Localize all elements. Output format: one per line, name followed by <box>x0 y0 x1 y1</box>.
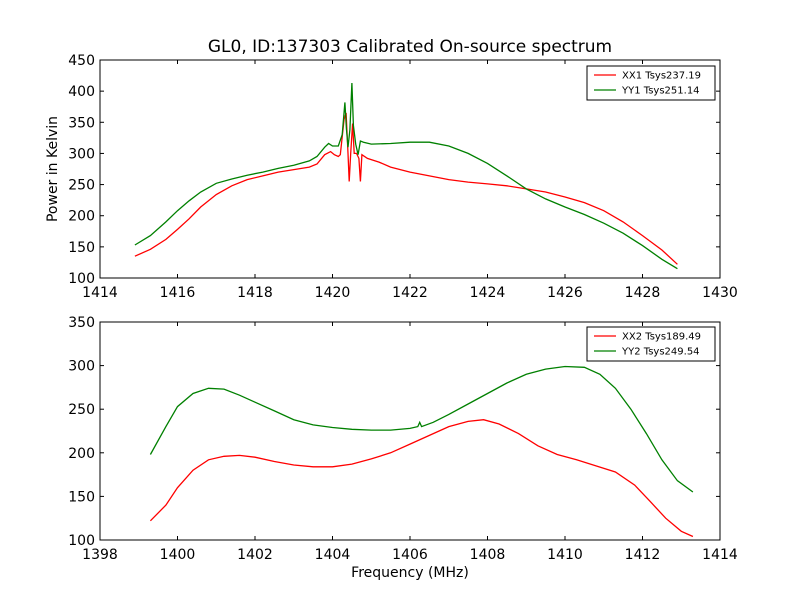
y-tick-label: 200 <box>68 209 95 225</box>
y-tick-label: 100 <box>68 533 95 549</box>
legend-box <box>586 326 716 362</box>
x-tick-label: 1412 <box>625 547 661 563</box>
x-tick-label: 1404 <box>315 547 351 563</box>
legend-label: YY1 Tsys251.14 <box>621 86 700 97</box>
y-tick-label: 100 <box>68 271 95 287</box>
top-plot: 1414 1416 1418 1420 1422 1424 1426 1428 1430 100 1… <box>45 53 738 301</box>
x-tick-label: 1416 <box>160 285 196 301</box>
y-tick-label: 200 <box>68 446 95 462</box>
y-tick-label: 400 <box>68 84 95 100</box>
y-tick-label: 350 <box>68 115 95 131</box>
series-line-1-2 <box>134 82 678 270</box>
x-tick-label: 1408 <box>470 547 506 563</box>
y-tick-label: 300 <box>68 359 95 375</box>
legend-box <box>586 65 716 101</box>
y-tick-label: 150 <box>68 240 95 256</box>
y-axis-label: Power in Kelvin <box>45 116 61 222</box>
legend-label: XX2 Tsys189.49 <box>622 332 701 343</box>
y-tick-label: 250 <box>68 178 95 194</box>
bottom-plot: 1398 1400 1402 1404 1406 1408 1410 1412 1414 100 1… <box>68 315 738 581</box>
x-tick-label: 1398 <box>82 547 118 563</box>
series-line-2-2 <box>149 365 694 493</box>
x-tick-label: 1420 <box>315 285 351 301</box>
x-tick-label: 1414 <box>82 285 118 301</box>
x-tick-label: 1400 <box>160 547 196 563</box>
x-tick-label: 1422 <box>392 285 428 301</box>
series-line-2-1 <box>149 419 694 538</box>
x-tick-label: 1424 <box>470 285 506 301</box>
series-line-1-1 <box>134 112 678 265</box>
x-tick-label: 1426 <box>547 285 583 301</box>
legend-label: XX1 Tsys237.19 <box>622 71 701 82</box>
legend: XX2 Tsys189.49 YY2 Tsys249.54 <box>586 326 716 362</box>
x-tick-label: 1414 <box>702 547 738 563</box>
x-tick-label: 1418 <box>237 285 273 301</box>
x-tick-label: 1410 <box>547 547 583 563</box>
y-tick-label: 150 <box>68 489 95 505</box>
x-axis-label: Frequency (MHz) <box>351 565 469 581</box>
legend-label: YY2 Tsys249.54 <box>621 347 700 358</box>
y-tick-label: 300 <box>68 146 95 162</box>
x-tick-label: 1430 <box>702 285 738 301</box>
x-tick-label: 1406 <box>392 547 428 563</box>
y-tick-label: 250 <box>68 402 95 418</box>
y-tick-label: 450 <box>68 53 95 69</box>
legend: XX1 Tsys237.19 YY1 Tsys251.14 <box>586 65 716 101</box>
y-tick-label: 350 <box>68 315 95 331</box>
chart-title: GL0, ID:137303 Calibrated On-source spec… <box>208 37 612 57</box>
x-tick-label: 1402 <box>237 547 273 563</box>
x-tick-label: 1428 <box>625 285 661 301</box>
